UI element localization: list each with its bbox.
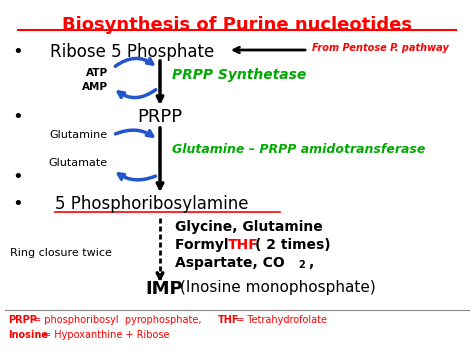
Text: Inosine: Inosine [8,330,48,340]
Text: •: • [12,168,23,186]
Text: Glutamine: Glutamine [50,130,108,140]
Text: Glycine, Glutamine: Glycine, Glutamine [175,220,323,234]
Text: From Pentose P. pathway: From Pentose P. pathway [312,43,449,53]
Text: PRPP Synthetase: PRPP Synthetase [172,68,306,82]
Text: Glutamine – PRPP amidotransferase: Glutamine – PRPP amidotransferase [172,143,425,156]
Text: Formyl: Formyl [175,238,233,252]
Text: ,: , [308,256,313,270]
Text: Glutamate: Glutamate [49,158,108,168]
Text: = phosphoribosyl  pyrophosphate,: = phosphoribosyl pyrophosphate, [33,315,208,325]
Text: Biosynthesis of Purine nucleotides: Biosynthesis of Purine nucleotides [62,16,412,34]
Text: THF: THF [228,238,259,252]
Text: •: • [12,108,23,126]
Text: PRPP: PRPP [137,108,182,126]
Text: 2: 2 [298,260,305,270]
Text: •: • [12,43,23,61]
Text: •: • [12,195,23,213]
Text: PRPP: PRPP [8,315,37,325]
Text: ( 2 times): ( 2 times) [255,238,331,252]
Text: Ring closure twice: Ring closure twice [10,248,112,258]
Text: Ribose 5 Phosphate: Ribose 5 Phosphate [50,43,214,61]
Text: THF: THF [218,315,239,325]
Text: = Tetrahydrofolate: = Tetrahydrofolate [236,315,327,325]
Text: ATP: ATP [86,68,108,78]
Text: IMP: IMP [145,280,182,298]
Text: 5 Phosphoribosylamine: 5 Phosphoribosylamine [55,195,248,213]
Text: AMP: AMP [82,82,108,92]
Text: (Inosine monophosphate): (Inosine monophosphate) [180,280,376,295]
Text: Aspartate, CO: Aspartate, CO [175,256,285,270]
Text: = Hypoxanthine + Ribose: = Hypoxanthine + Ribose [43,330,170,340]
